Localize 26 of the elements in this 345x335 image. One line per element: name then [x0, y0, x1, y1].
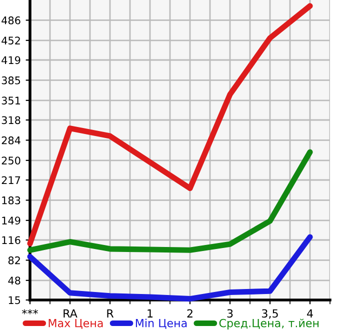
- x-tick-label: R: [107, 309, 114, 318]
- legend-label: Max Цена: [48, 319, 103, 329]
- y-tick-label: 250: [2, 156, 20, 164]
- y-tick-label: 351: [2, 96, 20, 104]
- x-tick-label: 4: [307, 309, 313, 318]
- y-tick-label: 318: [2, 116, 20, 124]
- y-tick-label: 116: [2, 236, 20, 244]
- y-tick-label: 217: [2, 176, 20, 184]
- y-tick-label: 82: [8, 256, 20, 264]
- y-tick-label: 149: [2, 216, 20, 224]
- y-tick-label: 452: [2, 36, 20, 44]
- y-tick-label: 486: [2, 16, 20, 24]
- x-tick-label: RA: [64, 309, 78, 318]
- y-tick-label: 419: [2, 56, 20, 64]
- x-tick-label: ***: [22, 309, 38, 314]
- y-tick-label: 48: [8, 276, 20, 284]
- x-tick-label: 1: [148, 309, 153, 318]
- x-tick-label: 3: [227, 309, 233, 318]
- y-tick-label: 15: [8, 296, 20, 304]
- x-tick-label: 3,5: [262, 309, 278, 319]
- x-tick-label: 2: [187, 309, 192, 318]
- legend-label: Сред.Цена, т.йен: [219, 318, 319, 330]
- y-tick-label: 385: [2, 76, 20, 84]
- y-tick-label: 183: [2, 196, 20, 204]
- y-tick-label: 284: [2, 136, 20, 144]
- legend-label: Min Цена: [136, 318, 187, 329]
